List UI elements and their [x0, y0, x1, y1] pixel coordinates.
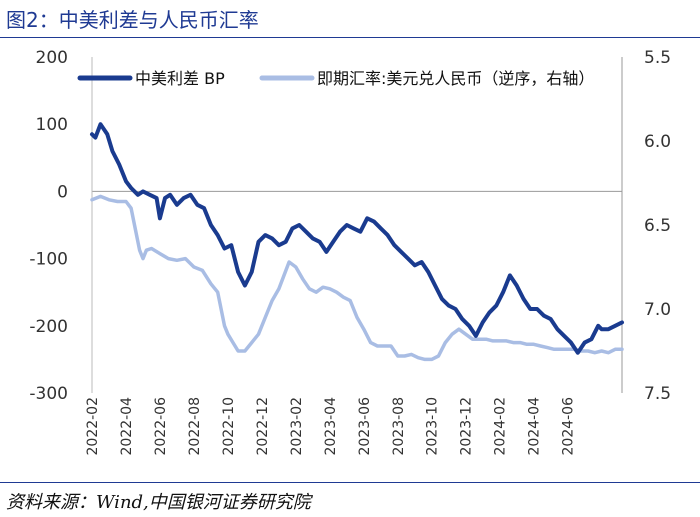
x-tick-label: 2023-08 — [391, 397, 407, 456]
left-tick-label: 100 — [36, 115, 68, 135]
left-axis: 200 100 0 -100 -200 -300 — [29, 48, 68, 404]
series-line-spread — [90, 122, 624, 355]
right-tick-label: 5.5 — [644, 48, 671, 68]
legend-label-fx: 即期汇率:美元兑人民币（逆序，右轴） — [317, 69, 594, 88]
left-tick-label: 200 — [36, 48, 68, 68]
x-tick-label: 2022-08 — [187, 397, 203, 456]
right-axis: 5.5 6.0 6.5 7.0 7.5 — [621, 48, 671, 404]
x-axis: 2022-02 2022-04 2022-06 2022-08 2022-10 2022-… — [85, 397, 577, 456]
x-tick-label: 2022-02 — [85, 397, 101, 456]
x-tick-label: 2023-02 — [289, 397, 305, 456]
x-tick-label: 2022-04 — [119, 397, 135, 456]
right-tick-label: 7.5 — [644, 384, 671, 404]
source-note: 资料来源：Wind,中国银河证券研究院 — [6, 492, 311, 513]
right-tick-label: 6.5 — [644, 216, 671, 236]
legend-label-spread: 中美利差 BP — [135, 69, 225, 88]
left-tick-label: -100 — [29, 250, 68, 270]
right-tick-label: 7.0 — [644, 300, 671, 320]
footer-rule — [0, 482, 700, 483]
x-tick-label: 2023-10 — [425, 397, 441, 456]
x-tick-label: 2024-02 — [493, 397, 509, 456]
line-chart: 200 100 0 -100 -200 -300 5.5 6.0 6.5 7.0 7.5 2022… — [29, 48, 671, 456]
x-tick-label: 2022-12 — [255, 397, 271, 456]
x-tick-label: 2024-04 — [527, 397, 543, 456]
left-tick-label: -300 — [29, 384, 68, 404]
title-rule — [0, 37, 700, 38]
x-tick-label: 2024-06 — [561, 397, 577, 456]
right-tick-label: 6.0 — [644, 132, 671, 152]
x-tick-label: 2023-06 — [357, 397, 373, 456]
x-tick-label: 2022-06 — [153, 397, 169, 456]
chart-title: 图2：中美利差与人民币汇率 — [6, 8, 259, 32]
left-tick-label: -200 — [29, 317, 68, 337]
x-tick-label: 2023-04 — [323, 397, 339, 456]
x-tick-label: 2022-10 — [221, 397, 237, 456]
left-tick-label: 0 — [57, 182, 68, 202]
x-tick-label: 2023-12 — [459, 397, 475, 456]
legend: 中美利差 BP 即期汇率:美元兑人民币（逆序，右轴） — [77, 69, 594, 88]
series-line-fx — [90, 194, 624, 362]
